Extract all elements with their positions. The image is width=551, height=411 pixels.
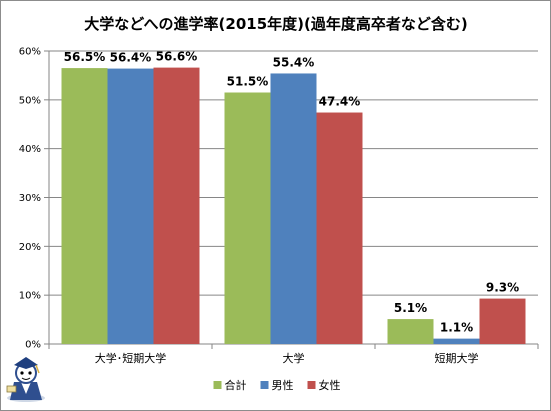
bar-女性 [153,67,200,344]
bar-合計 [224,92,271,344]
cartoon-character-icon [6,357,45,402]
data-label: 5.1% [394,301,427,315]
data-labels: 56.5% 56.4% 56.6% 51.5% 55.4% 47.4% 5.1% 1.1% 9.… [64,50,519,335]
legend-entry: 男性 [272,378,294,392]
y-tick-label: 30% [19,193,41,204]
category-labels: 大学･短期大学 大学 短期大学 [95,351,479,365]
category-label: 短期大学 [435,351,479,365]
bar-男性 [270,73,317,345]
bar-合計 [387,319,434,344]
data-label: 56.6% [156,50,198,64]
y-tick-label: 60% [19,47,41,58]
y-tick-label: 50% [19,95,41,106]
data-label: 1.1% [440,321,473,335]
legend-swatch [213,381,222,389]
chart-title: 大学などへの進学率(2015年度)(過年度高卒者など含む) [84,15,467,33]
data-label: 9.3% [486,281,519,295]
bars [61,67,526,345]
y-tick-label: 10% [19,291,41,302]
legend-entry: 女性 [319,378,341,392]
legend-swatch [307,381,316,389]
legend-entry: 合計 [225,378,247,392]
data-label: 51.5% [227,75,269,89]
bar-女性 [316,112,363,344]
bar-合計 [61,68,108,344]
y-tick-label: 40% [19,144,41,155]
data-label: 56.5% [64,50,106,64]
legend-swatch [260,381,269,389]
category-label: 大学 [283,351,305,365]
bar-女性 [479,298,526,344]
bar-男性 [433,338,480,344]
data-label: 47.4% [319,95,361,109]
y-tick-label: 0% [25,340,41,351]
legend: 合計 男性 女性 [213,378,341,392]
bar-男性 [107,68,154,344]
data-label: 56.4% [110,51,152,65]
category-label: 大学･短期大学 [95,351,167,365]
data-label: 55.4% [273,55,315,69]
y-tick-label: 20% [19,242,41,253]
